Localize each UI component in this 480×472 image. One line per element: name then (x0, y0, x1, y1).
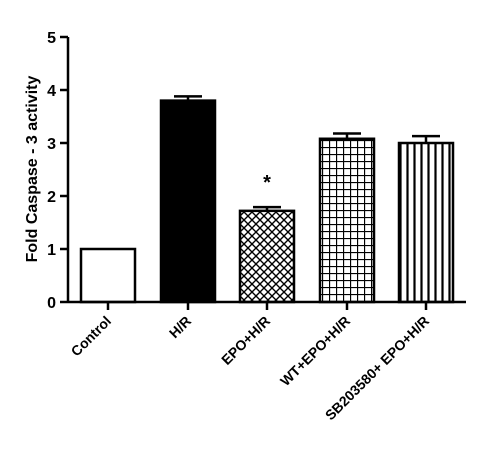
y-tick-label: 4 (47, 83, 56, 100)
bar (79, 247, 137, 304)
y-axis-title: Fold Caspase - 3 activity (24, 76, 41, 263)
x-tick-label: H/R (166, 313, 194, 341)
significance-marker: * (263, 172, 271, 194)
y-tick-label: 1 (47, 242, 56, 259)
y-tick-label: 3 (47, 136, 56, 153)
bar (159, 99, 217, 304)
y-axis: 0 1 2 3 4 5 (47, 30, 70, 312)
bar (318, 137, 376, 304)
y-tick-label: 2 (47, 189, 56, 206)
x-tick-label: Control (68, 313, 115, 360)
bar (238, 209, 296, 304)
x-tick-label: WT+EPO+H/R (277, 313, 353, 389)
bars: * (79, 95, 455, 304)
bar (397, 141, 455, 304)
y-tick-label: 0 (47, 295, 56, 312)
y-tick-label: 5 (47, 30, 56, 47)
x-tick-label: EPO+H/R (218, 313, 273, 368)
